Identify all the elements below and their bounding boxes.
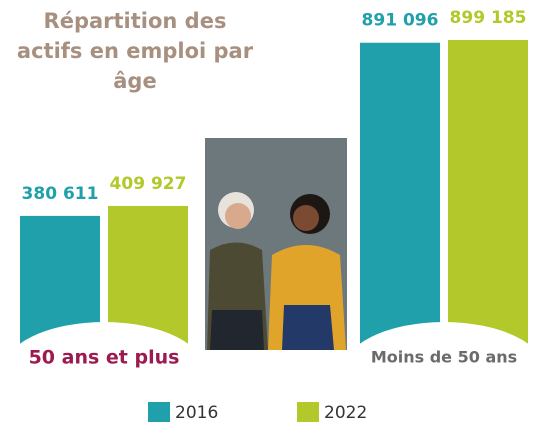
legend-swatch	[148, 402, 170, 422]
category-label: Moins de 50 ans	[371, 348, 517, 367]
value-label: 380 611	[22, 184, 99, 204]
infographic: 380 611 409 927 50 ans et plus 891 096 899 1…	[0, 0, 542, 425]
bar	[448, 40, 528, 355]
legend-label: 2016	[175, 403, 218, 423]
value-label: 891 096	[362, 11, 439, 31]
chart-title: Répartition des actifs en emploi par âge	[10, 6, 260, 96]
value-label: 899 185	[450, 8, 527, 28]
bar	[360, 43, 440, 355]
photo	[205, 138, 347, 350]
legend-swatch	[297, 402, 319, 422]
legend-label: 2022	[324, 403, 367, 423]
category-label: 50 ans et plus	[29, 347, 180, 369]
bottom-mask	[0, 372, 542, 425]
value-label: 409 927	[110, 174, 187, 194]
